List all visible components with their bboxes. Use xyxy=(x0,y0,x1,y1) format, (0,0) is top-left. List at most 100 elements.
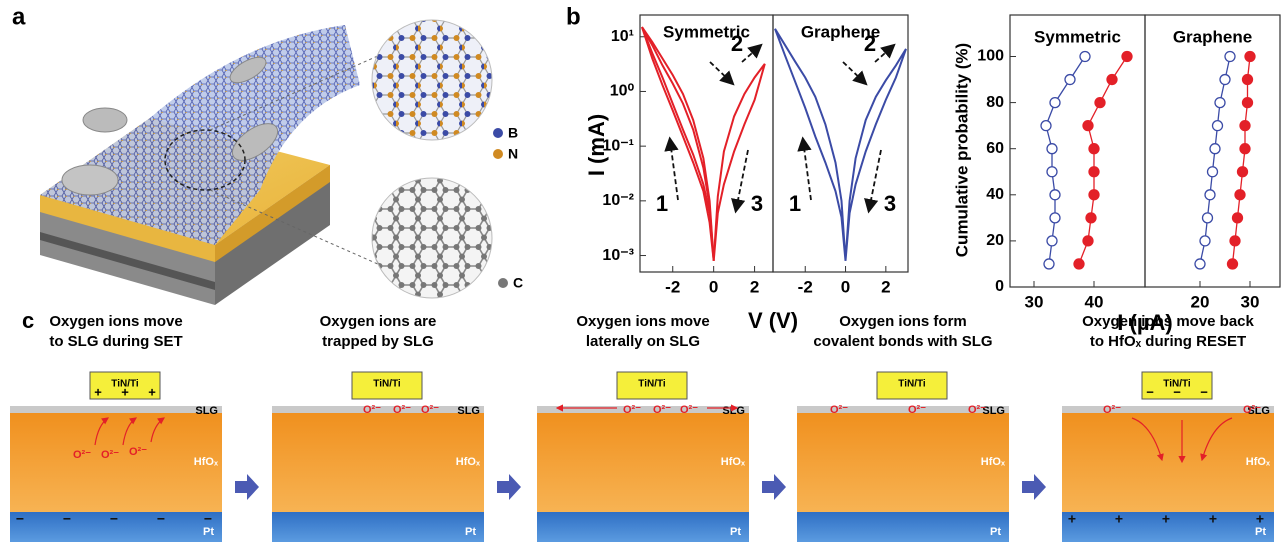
oxide-label: HfOₓ xyxy=(721,456,746,468)
data-point xyxy=(1238,167,1248,177)
pt-layer xyxy=(537,512,749,542)
annotation: 2 xyxy=(731,31,743,56)
oxygen-ion: O²⁻ xyxy=(653,404,671,416)
iv-curve xyxy=(846,49,907,261)
charge: + xyxy=(94,384,102,399)
step-title: to SLG during SET xyxy=(49,333,182,350)
series-line xyxy=(1046,57,1085,264)
data-point xyxy=(1220,75,1230,85)
slg-label: SLG xyxy=(195,405,218,417)
oxide-layer xyxy=(272,413,484,512)
y-tick-label: 0 xyxy=(995,278,1004,295)
panel-label: a xyxy=(12,3,26,30)
data-point xyxy=(1089,167,1099,177)
charge: + xyxy=(1256,511,1264,527)
data-point xyxy=(1245,51,1255,61)
slg-layer xyxy=(10,406,222,413)
iv-curve xyxy=(714,64,765,261)
y-tick-label: 10¹ xyxy=(611,28,634,45)
legend-label: N xyxy=(508,146,518,162)
data-point xyxy=(1080,51,1090,61)
step-title: Oxygen ions move xyxy=(49,313,182,330)
data-point xyxy=(1050,213,1060,223)
electrode-label: TiN/Ti xyxy=(898,379,926,390)
data-point xyxy=(1195,259,1205,269)
step: Oxygen ions form covalent bonds with SLG T… xyxy=(797,313,1046,542)
data-point xyxy=(1044,259,1054,269)
step-title: trapped by SLG xyxy=(322,333,434,350)
step-title: covalent bonds with SLG xyxy=(813,333,992,350)
oxide-label: HfOₓ xyxy=(1246,456,1271,468)
annotation: 1 xyxy=(656,191,668,216)
series-line xyxy=(1079,57,1127,264)
data-point xyxy=(1074,259,1084,269)
y-tick-label: 80 xyxy=(986,94,1004,111)
graphene-zoom xyxy=(372,178,492,298)
data-point xyxy=(1095,98,1105,108)
step-title: Oxygen ions form xyxy=(839,313,967,330)
slg-label: SLG xyxy=(457,405,480,417)
charge: + xyxy=(121,384,129,399)
oxygen-ion: O²⁻ xyxy=(908,404,926,416)
data-point xyxy=(1215,98,1225,108)
iv-curve xyxy=(642,27,714,261)
step-arrow xyxy=(762,474,786,500)
data-point xyxy=(1047,167,1057,177)
pt-label: Pt xyxy=(465,526,476,538)
dashed-arrow xyxy=(742,46,760,62)
data-point xyxy=(1208,167,1218,177)
oxygen-ion: O²⁻ xyxy=(680,404,698,416)
data-point xyxy=(1225,51,1235,61)
x-tick-label: 0 xyxy=(709,277,718,296)
oxide-label: HfOₓ xyxy=(981,456,1006,468)
step-title: laterally on SLG xyxy=(586,333,700,350)
y-axis-label: Cumulative probability (%) xyxy=(952,43,971,257)
x-tick-label: 0 xyxy=(841,277,850,296)
annotation: 1 xyxy=(789,191,801,216)
data-point xyxy=(1200,236,1210,246)
data-point xyxy=(1047,144,1057,154)
charge: − xyxy=(16,511,24,527)
charge: − xyxy=(204,511,212,527)
chart-title: Graphene xyxy=(1173,27,1252,46)
oxygen-ion: O²⁻ xyxy=(129,446,147,458)
oxygen-ion: O²⁻ xyxy=(623,404,641,416)
oxygen-ion: O²⁻ xyxy=(363,404,381,416)
pt-label: Pt xyxy=(730,526,741,538)
dashed-arrow xyxy=(875,46,893,62)
dashed-arrow xyxy=(843,62,865,83)
y-tick-label: 10⁻² xyxy=(602,192,634,209)
charge: + xyxy=(1209,511,1217,527)
series-line xyxy=(1233,57,1251,264)
plot-frame xyxy=(773,15,908,272)
charge: − xyxy=(1200,384,1208,399)
x-tick-label: 30 xyxy=(1025,292,1044,311)
annotation: 2 xyxy=(864,31,876,56)
y-tick-label: 10⁰ xyxy=(610,83,635,100)
oxygen-ion: O²⁻ xyxy=(830,404,848,416)
electrode-label: TiN/Ti xyxy=(638,379,666,390)
legend-dot xyxy=(493,128,503,138)
panel-c: Oxygen ions move to SLG during SET TiN/Ti S… xyxy=(10,313,1274,542)
data-point xyxy=(1089,144,1099,154)
oxygen-ion: O²⁻ xyxy=(1243,404,1261,416)
oxide-label: HfOₓ xyxy=(194,456,219,468)
step-title: to HfOₓ during RESET xyxy=(1090,333,1246,350)
data-point xyxy=(1233,213,1243,223)
electrode xyxy=(62,165,118,195)
data-point xyxy=(1041,121,1051,131)
dashed-arrow xyxy=(710,62,732,83)
data-point xyxy=(1065,75,1075,85)
charge: − xyxy=(110,511,118,527)
dashed-arrow xyxy=(670,140,678,200)
iv-curve xyxy=(775,29,846,261)
panel-label: c xyxy=(22,308,34,333)
x-tick-label: -2 xyxy=(798,277,813,296)
legend-label: C xyxy=(513,275,523,291)
chart-title: Symmetric xyxy=(1034,27,1121,46)
charge: − xyxy=(157,511,165,527)
panel-a: a B N C xyxy=(12,3,523,305)
legend-dot xyxy=(498,278,508,288)
